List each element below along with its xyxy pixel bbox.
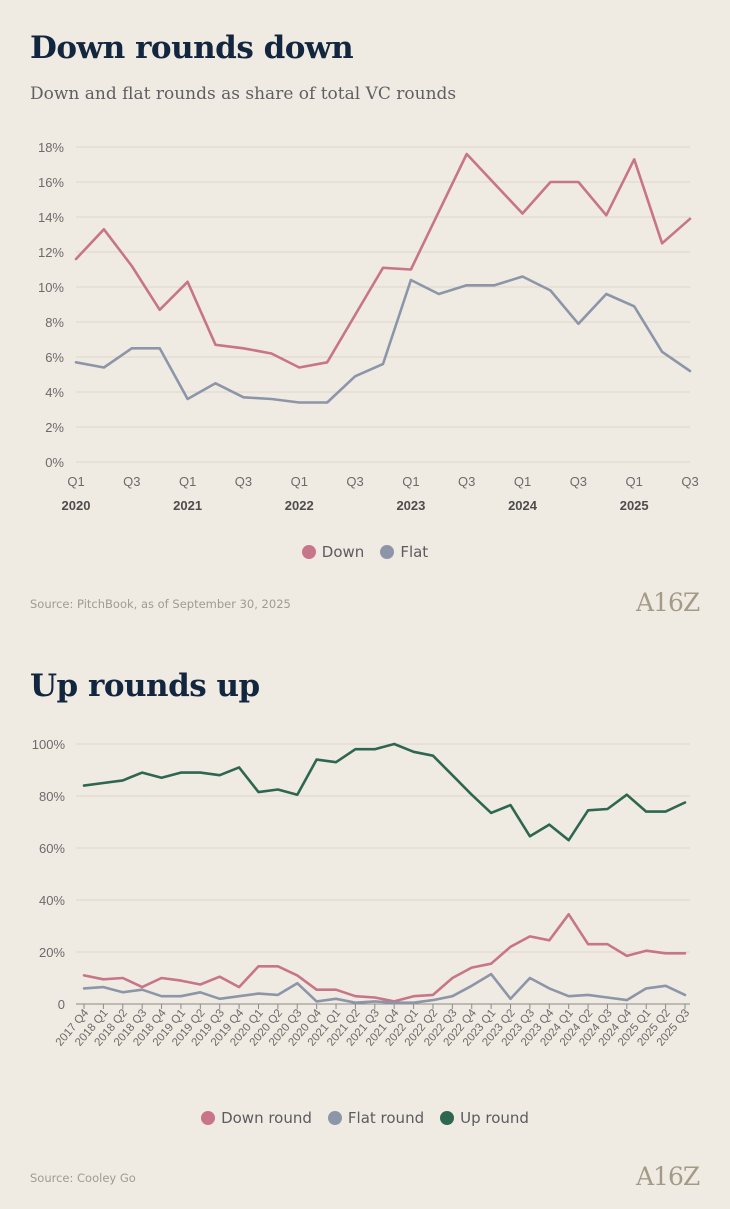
x-tick-label: Q3	[235, 474, 252, 489]
legend-label-flat: Flat	[400, 543, 429, 561]
legend-item-up-round: Up round	[440, 1109, 529, 1127]
legend-item-flat: Flat	[380, 543, 428, 561]
legend-item-flat-round: Flat round	[327, 1109, 425, 1127]
chart1-plot: 0% 2% 4% 6% 8% 10% 12% 14% 16% 18% Q1 2020 Q3 Q1 2021 Q…	[38, 140, 699, 513]
chart2-legend: Down round Flat round Up round	[0, 1109, 730, 1127]
x-tick-label: Q1	[179, 474, 196, 489]
series-line-down	[74, 152, 692, 369]
y-tick-label: 4%	[45, 385, 64, 400]
legend-swatch-down-round	[201, 1111, 216, 1125]
series-line-up-round	[82, 742, 687, 842]
y-tick-label: 6%	[45, 350, 64, 365]
legend-item-down-round: Down round	[201, 1109, 312, 1127]
x-year-label: 2023	[396, 498, 425, 513]
legend-swatch-up-round	[440, 1111, 455, 1125]
series-line-down-round	[82, 913, 687, 1003]
y-tick-label: 14%	[38, 210, 64, 225]
x-year-label: 2024	[508, 498, 538, 513]
series-line-flat-round	[82, 972, 687, 1004]
x-year-label: 2025	[620, 498, 649, 513]
y-tick-label: 20%	[39, 945, 65, 960]
x-tick-label: Q1	[626, 474, 643, 489]
y-tick-label: 12%	[38, 245, 64, 260]
x-year-label: 2022	[285, 498, 314, 513]
legend-label-up-round: Up round	[460, 1109, 529, 1127]
x-tick-label: Q3	[681, 474, 698, 489]
y-tick-label: 100%	[32, 737, 66, 752]
y-tick-label: 18%	[38, 140, 64, 155]
y-tick-label: 0	[58, 997, 65, 1012]
chart1-title: Down rounds down	[30, 30, 354, 66]
legend-item-down: Down	[301, 543, 365, 561]
y-tick-label: 2%	[45, 420, 64, 435]
y-tick-label: 10%	[38, 280, 64, 295]
x-tick-label: Q1	[67, 474, 84, 489]
x-tick-label: Q1	[291, 474, 308, 489]
chart2-title: Up rounds up	[30, 668, 260, 704]
chart1-legend: Down Flat	[0, 543, 730, 561]
chart1-source: Source: PitchBook, as of September 30, 2…	[30, 597, 291, 611]
legend-label-down: Down	[321, 543, 365, 561]
x-tick-label: Q1	[402, 474, 419, 489]
x-tick-label: Q3	[123, 474, 140, 489]
chart1-subtitle: Down and flat rounds as share of total V…	[30, 84, 457, 104]
x-year-label: 2020	[62, 498, 91, 513]
y-tick-label: 40%	[39, 893, 65, 908]
y-tick-label: 8%	[45, 315, 64, 330]
legend-swatch-down	[301, 545, 316, 559]
legend-label-flat-round: Flat round	[347, 1109, 425, 1127]
legend-swatch-flat	[380, 545, 395, 559]
a16z-logo: A16Z	[636, 588, 700, 617]
x-tick-label: Q3	[346, 474, 363, 489]
x-tick-label: Q1	[514, 474, 531, 489]
x-tick-label: Q3	[458, 474, 475, 489]
x-year-label: 2021	[173, 498, 202, 513]
y-tick-label: 0%	[45, 455, 64, 470]
a16z-logo-2: A16Z	[636, 1162, 700, 1191]
legend-label-down-round: Down round	[221, 1109, 312, 1127]
x-tick-label: Q3	[570, 474, 587, 489]
y-tick-label: 60%	[39, 841, 65, 856]
legend-swatch-flat-round	[327, 1111, 342, 1125]
y-tick-label: 80%	[39, 789, 65, 804]
series-line-flat	[74, 275, 692, 404]
y-tick-label: 16%	[38, 175, 64, 190]
chart2-source: Source: Cooley Go	[30, 1171, 136, 1185]
